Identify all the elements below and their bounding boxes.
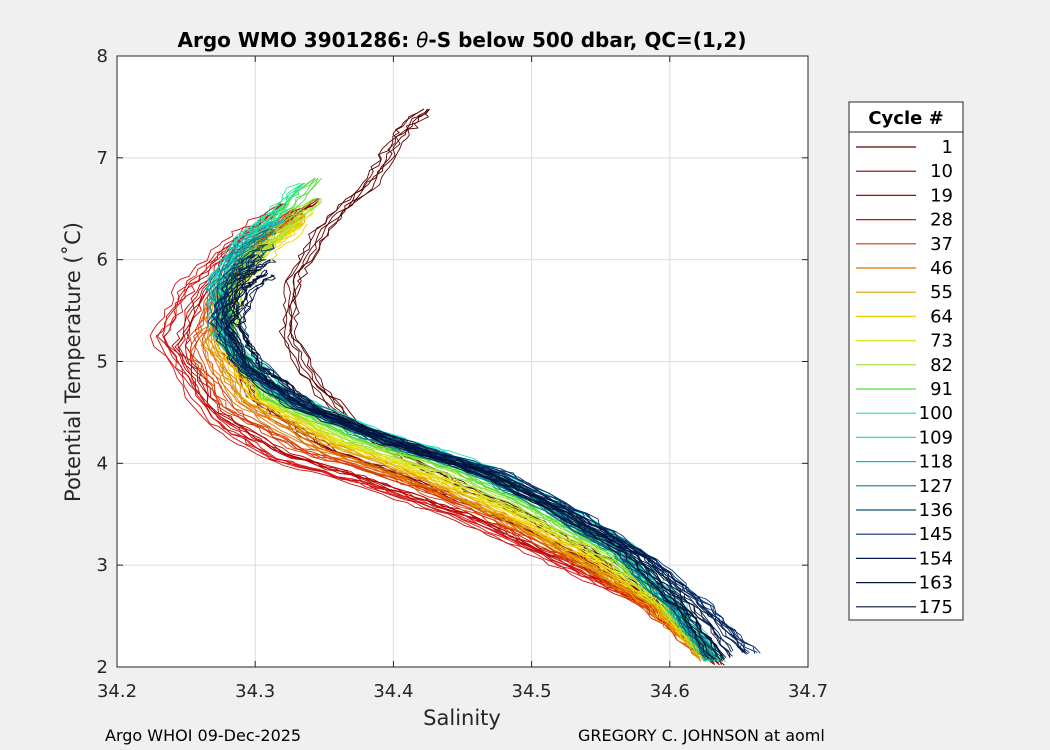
- cycle-curve-55: [209, 218, 711, 658]
- x-tick-label: 34.5: [512, 681, 552, 702]
- axis-ticks: 34.2 34.3 34.4 34.5 34.6 34.7 2 3 4 5 6 7 8: [97, 46, 828, 702]
- legend-item: 118: [856, 452, 953, 473]
- legend-label: 91: [930, 379, 953, 400]
- legend-label: 163: [919, 573, 953, 594]
- y-tick-label: 5: [97, 352, 108, 373]
- y-tick-label: 8: [97, 46, 108, 67]
- x-tick-label: 34.2: [97, 681, 137, 702]
- footer-left: Argo WHOI 09-Dec-2025: [105, 726, 301, 745]
- legend-item: 109: [856, 427, 953, 448]
- legend-label: 136: [919, 500, 953, 521]
- legend-item: 145: [856, 524, 953, 545]
- legend-item: 154: [856, 548, 953, 569]
- title-prefix: Argo WMO 3901286:: [178, 28, 417, 52]
- legend-label: 10: [930, 161, 953, 182]
- legend-label: 100: [919, 403, 953, 424]
- cycle-curve-154: [223, 259, 746, 652]
- cycle-curve-175: [226, 274, 717, 660]
- legend-label: 154: [919, 548, 953, 569]
- legend-item: 73: [856, 331, 953, 352]
- legend-label: 145: [919, 524, 953, 545]
- legend-label: 64: [930, 306, 953, 327]
- legend-item: 100: [856, 403, 953, 424]
- cycle-curve-154: [211, 259, 732, 653]
- legend-label: 175: [919, 597, 953, 618]
- cycle-curve-82: [227, 198, 713, 660]
- legend-item: 55: [856, 282, 953, 303]
- cycle-curve-163: [229, 269, 733, 657]
- cycle-curve-175: [239, 274, 721, 660]
- legend-item: 91: [856, 379, 953, 400]
- legend-item: 28: [856, 210, 953, 231]
- legend-item: 82: [856, 355, 953, 376]
- legend: Cycle # 1 10 19 28 37 46 55 64 73 82 91 100 109 118 12…: [848, 101, 964, 621]
- legend-label: 37: [930, 234, 953, 255]
- cycle-curve-1: [288, 108, 720, 666]
- legend-label: 118: [919, 452, 953, 473]
- legend-item: 175: [856, 597, 953, 618]
- title-suffix: -S below 500 dbar, QC=(1,2): [428, 28, 746, 52]
- cycle-curve-73: [223, 208, 710, 661]
- chart-title: Argo WMO 3901286: θ-S below 500 dbar, QC…: [178, 28, 747, 52]
- cycle-curve-28: [163, 213, 720, 661]
- legend-label: 19: [930, 185, 953, 206]
- legend-label: 127: [919, 476, 953, 497]
- cycle-curve-175: [237, 274, 723, 661]
- y-tick-label: 2: [97, 657, 108, 678]
- legend-item: 136: [856, 500, 953, 521]
- y-axis-label: Potential Temperature (˚C): [61, 222, 85, 502]
- legend-label: 82: [930, 355, 953, 376]
- x-tick-label: 34.4: [373, 681, 413, 702]
- x-tick-label: 34.3: [235, 681, 275, 702]
- footer-right: GREGORY C. JOHNSON at aoml: [578, 726, 825, 745]
- legend-label: 28: [930, 210, 953, 231]
- data-curves: [149, 108, 761, 666]
- cycle-curve-28: [155, 213, 712, 661]
- legend-title: Cycle #: [868, 108, 943, 129]
- legend-item: 127: [856, 476, 953, 497]
- legend-item: 46: [856, 258, 953, 279]
- y-tick-label: 4: [97, 453, 108, 474]
- title-theta: θ: [416, 28, 428, 52]
- legend-item: 37: [856, 234, 953, 255]
- legend-item: 19: [856, 185, 953, 206]
- x-axis-label: Salinity: [423, 706, 501, 730]
- legend-item: 10: [856, 161, 953, 182]
- legend-item: 163: [856, 573, 953, 594]
- y-tick-label: 3: [97, 555, 108, 576]
- legend-label: 1: [942, 137, 953, 158]
- legend-label: 73: [930, 331, 953, 352]
- x-tick-label: 34.7: [788, 681, 828, 702]
- cycle-curve-28: [149, 213, 702, 662]
- cycle-curve-1: [282, 108, 715, 664]
- legend-label: 55: [930, 282, 953, 303]
- y-tick-label: 7: [97, 148, 108, 169]
- legend-item: 64: [856, 306, 953, 327]
- legend-item: 1: [856, 137, 953, 158]
- legend-label: 46: [930, 258, 953, 279]
- x-tick-label: 34.6: [650, 681, 690, 702]
- y-tick-label: 6: [97, 250, 108, 271]
- legend-label: 109: [919, 427, 953, 448]
- cycle-curve-127: [209, 228, 711, 660]
